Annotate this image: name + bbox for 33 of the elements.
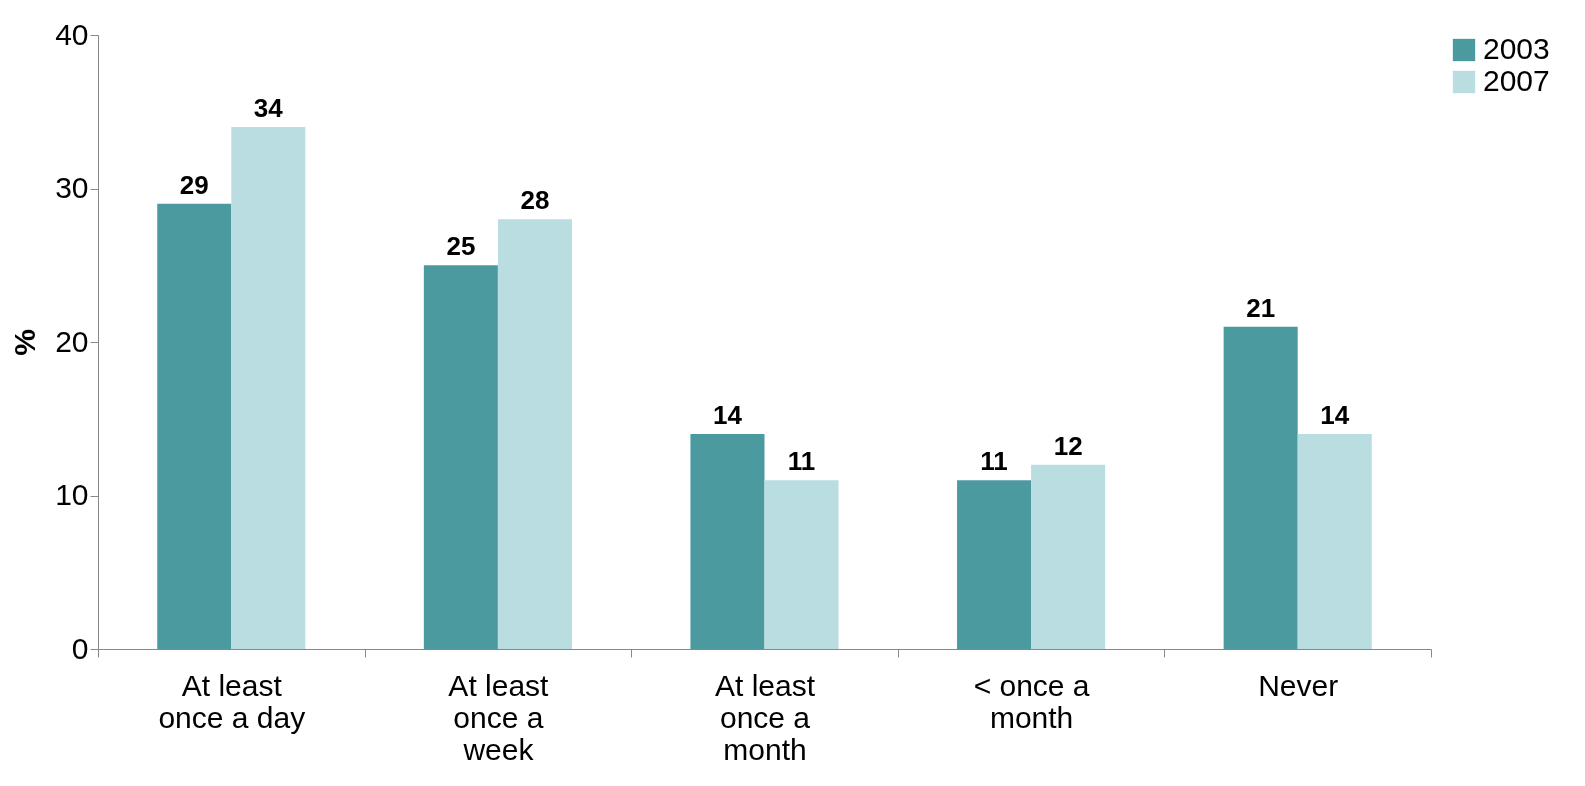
bar bbox=[764, 480, 839, 649]
legend-label: 2003 bbox=[1483, 32, 1550, 65]
x-tick-label: At least once a week bbox=[448, 668, 550, 766]
bar bbox=[1031, 464, 1106, 649]
bar bbox=[157, 203, 232, 649]
x-tick-label: Never bbox=[1258, 668, 1339, 702]
data-label: 25 bbox=[446, 231, 476, 262]
bar bbox=[1297, 434, 1372, 649]
y-tick-label: 20 bbox=[55, 324, 89, 358]
y-axis-title: % bbox=[8, 329, 42, 356]
y-tick-label: 0 bbox=[71, 631, 89, 665]
x-tick-label: At least once a day bbox=[158, 668, 306, 734]
bar bbox=[231, 127, 306, 649]
data-label: 11 bbox=[787, 446, 816, 477]
bar bbox=[690, 434, 765, 649]
y-tick-label: 30 bbox=[55, 171, 89, 204]
data-label: 14 bbox=[713, 400, 743, 431]
data-label: 28 bbox=[520, 185, 550, 216]
y-tick-label: 10 bbox=[55, 478, 89, 511]
data-label: 21 bbox=[1246, 292, 1276, 323]
data-label: 14 bbox=[1320, 400, 1350, 431]
bar bbox=[423, 265, 498, 649]
bar bbox=[1223, 326, 1298, 649]
data-label: 12 bbox=[1053, 430, 1083, 461]
bar bbox=[957, 480, 1032, 649]
legend-label: 2007 bbox=[1483, 64, 1550, 97]
y-tick-label: 40 bbox=[55, 17, 89, 51]
data-label: 29 bbox=[179, 169, 209, 200]
bar bbox=[497, 219, 572, 649]
x-tick-label: At least once a month bbox=[714, 668, 816, 766]
data-label: 34 bbox=[253, 93, 284, 124]
x-tick-label: < once a month bbox=[973, 668, 1090, 734]
data-label: 11 bbox=[980, 446, 1008, 477]
